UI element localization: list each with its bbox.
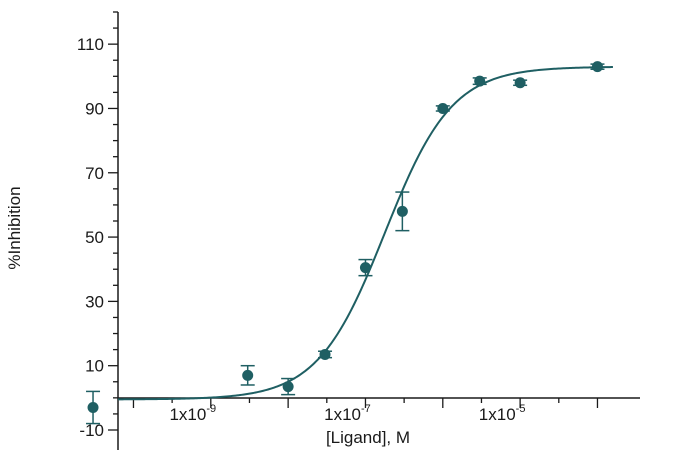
data-point: [591, 61, 603, 73]
fit-curve: [117, 66, 613, 401]
y-axis: -10 10 30 50 70 90 110: [77, 11, 119, 450]
data-point: [242, 369, 254, 381]
data-point: [359, 262, 371, 274]
y-tick-label: -10: [79, 421, 104, 440]
y-tick-label: 70: [85, 164, 104, 183]
y-tick-label: 110: [77, 35, 104, 54]
error-bars: [86, 63, 605, 425]
data-points: [87, 61, 603, 413]
data-point: [396, 205, 408, 217]
y-tick-label: 30: [85, 292, 104, 311]
x-tick-label: 1x10-9: [169, 403, 216, 424]
x-axis-title: [Ligand], M: [326, 428, 410, 447]
data-point: [319, 348, 331, 360]
y-tick-label: 50: [85, 228, 104, 247]
y-tick-label: 10: [85, 357, 104, 376]
y-tick-label: 90: [85, 99, 104, 118]
data-point: [282, 381, 294, 393]
data-point: [437, 102, 449, 114]
data-point: [474, 75, 486, 87]
x-tick-label: 1x10-7: [324, 403, 371, 424]
x-axis: 1x10-9 1x10-7 1x10-5: [118, 397, 640, 424]
data-point: [87, 401, 99, 413]
data-point: [514, 77, 526, 89]
y-axis-title: %Inhibition: [5, 186, 24, 269]
x-tick-label: 1x10-5: [479, 403, 526, 424]
